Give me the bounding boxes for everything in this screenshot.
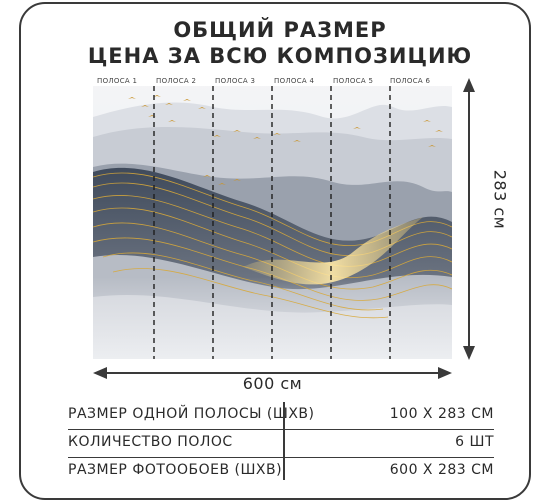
spec-label: РАЗМЕР ОДНОЙ ПОЛОСЫ (ШХВ) (68, 406, 315, 422)
wallpaper-preview (93, 77, 452, 359)
spec-value: 6 ШТ (455, 434, 494, 450)
spec-row-stripe-size: РАЗМЕР ОДНОЙ ПОЛОСЫ (ШХВ) 100 Х 283 СМ (68, 402, 494, 430)
stripe-label-4: ПОЛОСА 4 (274, 77, 315, 85)
height-arrow-icon (463, 78, 475, 360)
title-line-1: ОБЩИЙ РАЗМЕР (173, 18, 387, 42)
info-card (19, 2, 531, 500)
stripe-label-1: ПОЛОСА 1 (97, 77, 138, 85)
spec-value: 100 Х 283 СМ (389, 406, 494, 422)
width-label: 600 см (242, 374, 303, 393)
stripe-label-6: ПОЛОСА 6 (390, 77, 431, 85)
stripe-label-3: ПОЛОСА 3 (215, 77, 256, 85)
spec-row-wallpaper-size: РАЗМЕР ФОТООБОЕВ (ШХВ) 600 Х 283 СМ (68, 458, 494, 485)
spec-value: 600 Х 283 СМ (389, 462, 494, 478)
width-arrow-icon (93, 367, 452, 379)
spec-label: РАЗМЕР ФОТООБОЕВ (ШХВ) (68, 462, 283, 478)
spec-row-stripe-count: КОЛИЧЕСТВО ПОЛОС 6 ШТ (68, 430, 494, 458)
stripe-label-5: ПОЛОСА 5 (333, 77, 374, 85)
specs-divider (283, 402, 285, 480)
spec-label: КОЛИЧЕСТВО ПОЛОС (68, 434, 233, 450)
specs-table: РАЗМЕР ОДНОЙ ПОЛОСЫ (ШХВ) 100 Х 283 СМ К… (68, 402, 494, 485)
stripe-label-2: ПОЛОСА 2 (156, 77, 197, 85)
height-label: 283 см (490, 169, 510, 230)
title-line-2: ЦЕНА ЗА ВСЮ КОМПОЗИЦИЮ (87, 44, 473, 68)
